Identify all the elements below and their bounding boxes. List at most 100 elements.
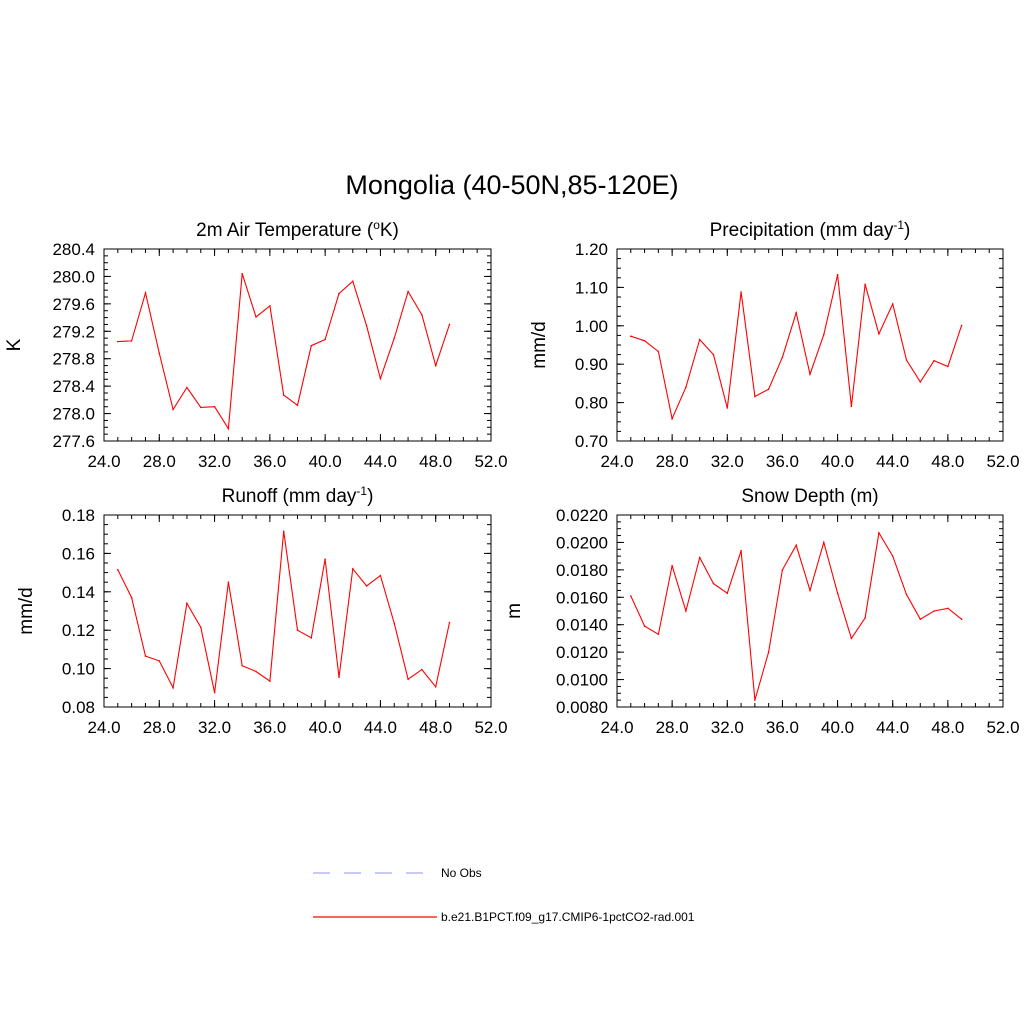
data-point [186, 386, 188, 389]
y-tick-label: 1.00 [575, 317, 608, 336]
x-tick-label: 24.0 [87, 452, 120, 471]
data-point [241, 664, 243, 667]
y-tick-label: 0.0200 [556, 533, 608, 552]
data-point [407, 290, 409, 293]
data-point [144, 655, 147, 657]
data-point [891, 555, 894, 557]
data-point [393, 337, 396, 339]
data-point [379, 574, 382, 577]
data-point [919, 618, 922, 620]
data-point [213, 405, 216, 408]
data-point [365, 585, 368, 587]
data-point [933, 359, 935, 362]
data-point [630, 595, 632, 597]
data-point [809, 589, 811, 592]
x-tick-label: 28.0 [143, 718, 176, 737]
y-axis-label: mm/d [529, 321, 550, 369]
data-point [795, 544, 797, 546]
data-point [241, 272, 243, 275]
data-point [905, 359, 908, 361]
x-tick-label: 24.0 [600, 452, 633, 471]
figure-title: Mongolia (40-50N,85-120E) [345, 170, 678, 200]
y-axis-label: m [504, 603, 525, 619]
data-point [960, 324, 963, 327]
y-axis-label: mm/d [16, 587, 37, 635]
series-line [117, 273, 451, 431]
y-tick-label: 279.6 [52, 295, 95, 314]
data-point [767, 388, 770, 391]
series-line [117, 531, 451, 693]
x-tick-label: 52.0 [986, 718, 1019, 737]
x-tick-label: 32.0 [711, 718, 744, 737]
data-point [144, 292, 147, 294]
data-point [671, 417, 673, 420]
panel-title-superscript: o [373, 218, 380, 232]
x-tick-label: 36.0 [766, 452, 799, 471]
data-point [630, 335, 632, 338]
data-point [352, 280, 354, 283]
panel-title-superscript: -1 [356, 484, 367, 498]
data-point [809, 373, 811, 376]
data-point [117, 568, 119, 571]
plot-frame [103, 514, 492, 708]
panel-title-text: Runoff (mm day [222, 486, 357, 507]
plot-frame [616, 514, 1004, 708]
y-tick-label: 0.0140 [556, 616, 608, 635]
data-point [947, 365, 949, 368]
data-point [172, 408, 174, 411]
x-tick-label: 28.0 [656, 718, 689, 737]
x-tick-label: 40.0 [309, 718, 342, 737]
y-tick-label: 1.10 [575, 278, 608, 297]
panel-title-superscript: -1 [893, 218, 904, 232]
data-point [726, 407, 729, 409]
x-tick-label: 44.0 [876, 718, 909, 737]
legend-item-2: b.e21.B1PCT.f09_g17.CMIP6-1pctCO2-rad.00… [313, 910, 695, 924]
data-point [434, 364, 437, 367]
data-point [643, 625, 646, 627]
data-point [878, 333, 880, 335]
data-point [781, 356, 784, 359]
data-point [338, 676, 340, 678]
legend-item-1: No Obs [313, 866, 482, 880]
y-tick-label: 0.0080 [556, 698, 608, 717]
x-tick-label: 40.0 [821, 452, 854, 471]
y-tick-label: 0.70 [575, 432, 608, 451]
y-tick-label: 0.0120 [556, 643, 608, 662]
data-point [130, 340, 133, 342]
y-tick-label: 280.4 [52, 240, 95, 259]
data-point [836, 592, 839, 594]
data-point [712, 582, 715, 585]
y-tick-label: 278.0 [52, 405, 95, 424]
data-point [698, 556, 701, 559]
chart-panels: 2m Air Temperature (oK) 24.0 28.0 32.0 36.0 4… [4, 218, 1020, 737]
data-point [255, 670, 257, 673]
data-point [698, 338, 701, 341]
data-point [434, 686, 437, 688]
chart-panel-4: Snow Depth (m) 24.0 28.0 32.0 36.0 40.0 44.0 48… [504, 486, 1020, 737]
x-tick-label: 36.0 [253, 452, 286, 471]
data-point [850, 637, 853, 640]
data-point [282, 394, 285, 396]
panel-title-tail: ) [904, 220, 910, 241]
chart-panel-2: Precipitation (mm day-1) 24.0 28.0 32.0 36.0… [529, 218, 1020, 471]
data-point [338, 292, 340, 295]
legend-label: No Obs [441, 866, 482, 880]
x-tick-label: 32.0 [198, 718, 231, 737]
panel-title: Snow Depth (m) [741, 486, 878, 507]
data-point [365, 325, 368, 327]
y-tick-label: 0.0160 [556, 588, 608, 607]
x-tick-label: 36.0 [253, 718, 286, 737]
data-point [158, 660, 161, 662]
y-tick-label: 0.0100 [556, 671, 608, 690]
panel-title: 2m Air Temperature (oK) [196, 218, 399, 241]
data-point [310, 637, 313, 639]
data-point [781, 569, 784, 571]
y-tick-label: 0.14 [62, 583, 95, 602]
x-tick-label: 32.0 [198, 452, 231, 471]
data-point [324, 338, 326, 341]
data-point [269, 305, 271, 307]
data-point [213, 691, 216, 694]
data-point [947, 607, 949, 610]
data-point [657, 350, 660, 353]
